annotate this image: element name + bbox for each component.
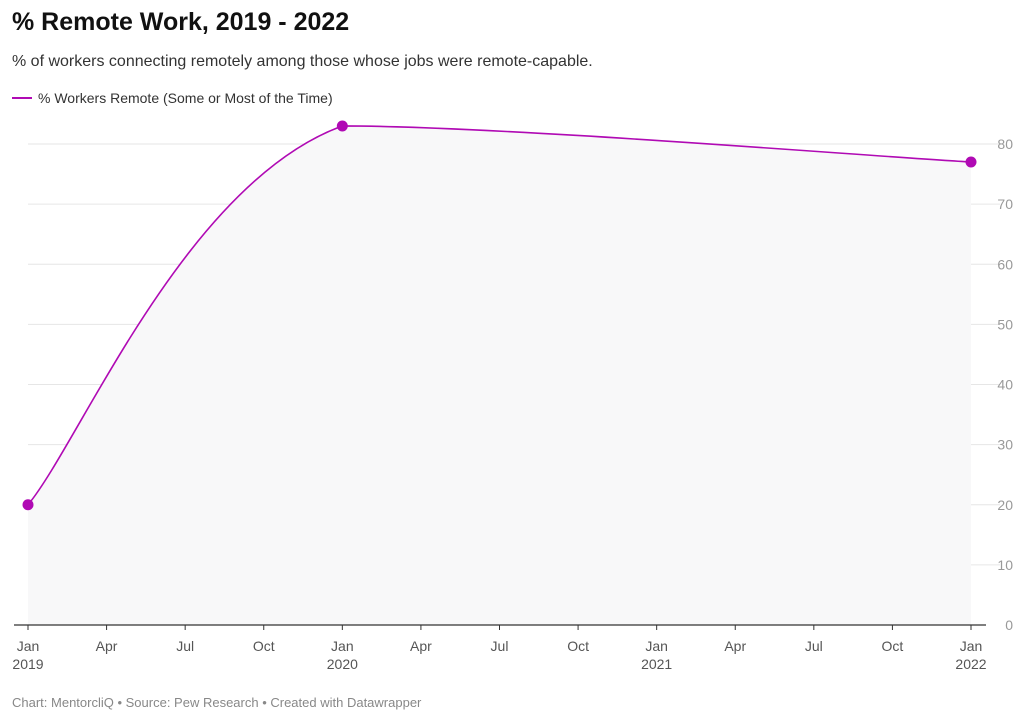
x-tick-label: Jan bbox=[960, 638, 983, 654]
y-tick-label: 80 bbox=[997, 136, 1013, 152]
x-tick-label: Jan bbox=[17, 638, 40, 654]
x-tick-label: Apr bbox=[96, 638, 118, 654]
x-tick-label: Jul bbox=[805, 638, 823, 654]
y-tick-label: 70 bbox=[997, 196, 1013, 212]
y-tick-label: 40 bbox=[997, 377, 1013, 393]
x-tick-year-label: 2019 bbox=[12, 656, 43, 672]
x-tick-year-label: 2020 bbox=[327, 656, 358, 672]
y-tick-label: 30 bbox=[997, 437, 1013, 453]
y-tick-label: 50 bbox=[997, 316, 1013, 332]
area-fill bbox=[28, 125, 971, 626]
y-tick-label: 60 bbox=[997, 256, 1013, 272]
chart-footer: Chart: MentorcliQ • Source: Pew Research… bbox=[12, 695, 422, 710]
x-tick-year-label: 2021 bbox=[641, 656, 672, 672]
data-point bbox=[336, 120, 348, 132]
chart-title: % Remote Work, 2019 - 2022 bbox=[12, 8, 350, 36]
x-tick-label: Apr bbox=[724, 638, 746, 654]
chart-subtitle: % of workers connecting remotely among t… bbox=[12, 53, 593, 70]
y-tick-label: 20 bbox=[997, 497, 1013, 513]
x-tick-label: Jan bbox=[645, 638, 668, 654]
x-tick-label: Jan bbox=[331, 638, 354, 654]
data-point bbox=[22, 499, 34, 511]
x-tick-label: Oct bbox=[567, 638, 589, 654]
x-tick-label: Jul bbox=[176, 638, 194, 654]
y-tick-label: 10 bbox=[997, 557, 1013, 573]
x-tick-label: Oct bbox=[253, 638, 275, 654]
x-tick-label: Jul bbox=[491, 638, 509, 654]
series-line bbox=[27, 125, 972, 506]
y-tick-label: 0 bbox=[1005, 617, 1013, 633]
legend-swatch bbox=[12, 97, 32, 99]
x-tick-year-label: 2022 bbox=[955, 656, 986, 672]
legend-label: % Workers Remote (Some or Most of the Ti… bbox=[38, 90, 333, 106]
data-point bbox=[965, 156, 977, 168]
x-tick-label: Apr bbox=[410, 638, 432, 654]
legend: % Workers Remote (Some or Most of the Ti… bbox=[12, 90, 333, 106]
x-tick-label: Oct bbox=[882, 638, 904, 654]
